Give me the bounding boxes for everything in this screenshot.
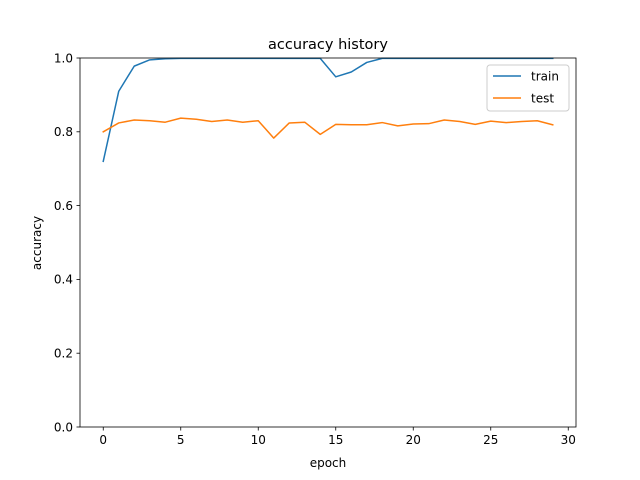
x-tick-label: 5 xyxy=(177,433,185,447)
y-tick-label: 0.0 xyxy=(54,420,73,434)
x-tick-label: 10 xyxy=(251,433,266,447)
y-tick-label: 1.0 xyxy=(54,51,73,65)
y-tick-label: 0.8 xyxy=(54,125,73,139)
plot-layer xyxy=(102,57,554,163)
x-tick-label: 15 xyxy=(328,433,343,447)
series-line-test xyxy=(102,117,554,139)
legend-label-train: train xyxy=(531,70,559,84)
chart-title: accuracy history xyxy=(268,37,388,53)
plot-frame xyxy=(79,57,577,428)
series-line-train xyxy=(102,57,554,163)
legend: train test xyxy=(486,64,570,112)
x-tick-label: 20 xyxy=(406,433,421,447)
y-tick-label: 0.2 xyxy=(54,347,73,361)
y-tick-label: 0.6 xyxy=(54,199,73,213)
x-tick-label: 0 xyxy=(99,433,107,447)
axes-layer: 0 5 10 15 20 25 30 0.0 0.2 0.4 0.6 0.8 1.0 xyxy=(54,51,577,447)
legend-label-test: test xyxy=(531,92,554,106)
x-tick-label: 30 xyxy=(561,433,576,447)
x-axis-label: epoch xyxy=(310,456,347,470)
x-tick-label: 25 xyxy=(483,433,498,447)
y-tick-label: 0.4 xyxy=(54,273,73,287)
y-axis-label: accuracy xyxy=(30,216,44,270)
